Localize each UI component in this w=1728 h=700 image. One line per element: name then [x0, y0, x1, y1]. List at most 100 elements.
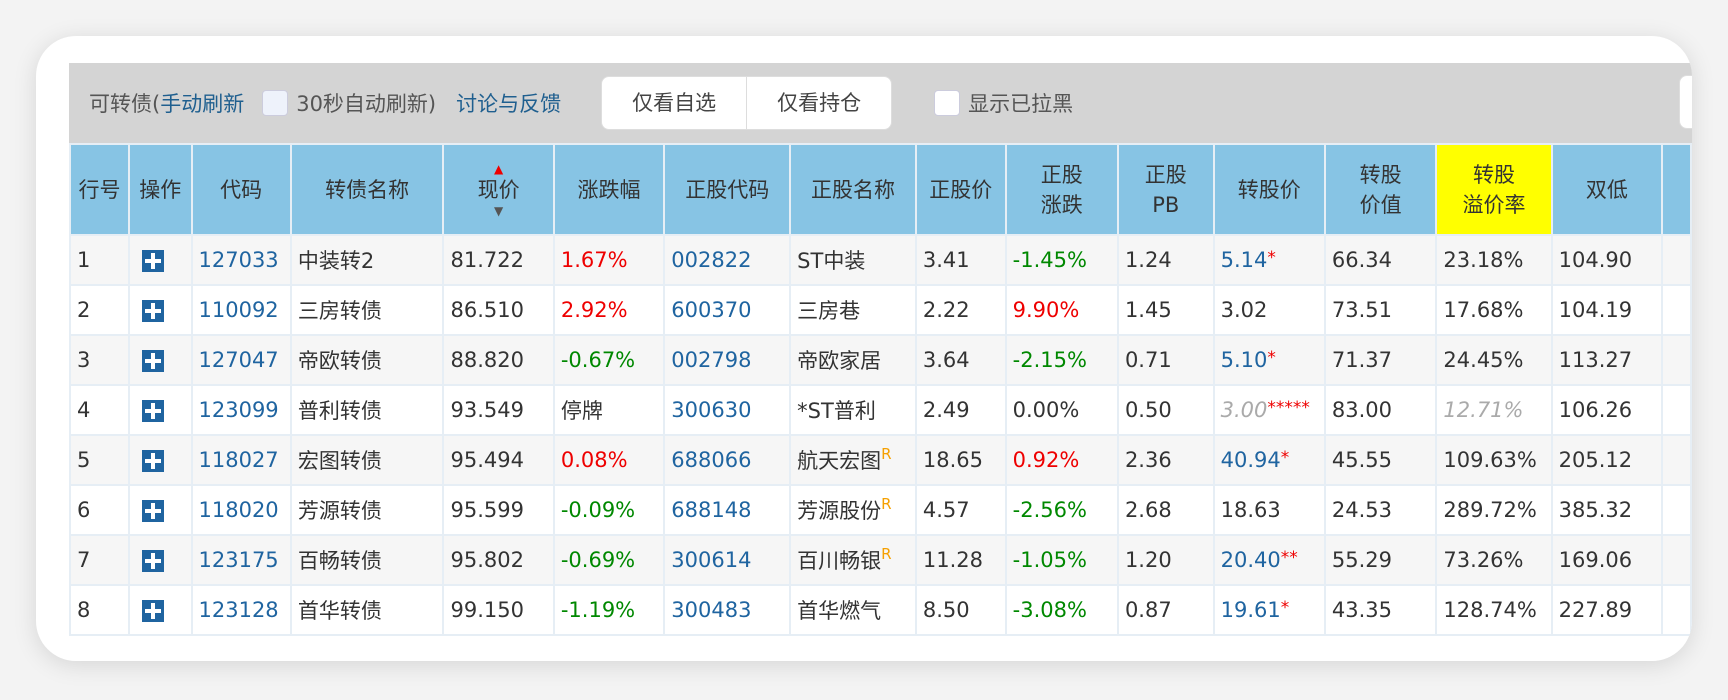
- change: -0.69%: [552, 534, 666, 586]
- stock-code-link[interactable]: 300630: [663, 384, 792, 436]
- add-button[interactable]: [127, 284, 193, 336]
- plus-icon: [141, 600, 164, 622]
- price: 88.820: [442, 334, 555, 386]
- bond-name: 芳源转债: [289, 484, 445, 536]
- bond-code-link[interactable]: 110092: [190, 284, 292, 336]
- col-stock-name[interactable]: 正股名称: [789, 143, 917, 236]
- conv-value: 43.35: [1323, 584, 1438, 636]
- add-button[interactable]: [127, 384, 193, 436]
- col-stock-code[interactable]: 正股代码: [663, 143, 792, 236]
- table-row[interactable]: 4 123099 普利转债 93.549 停牌 300630 *ST普利 2.4…: [69, 384, 1692, 436]
- stock-name: 百川畅银R: [789, 534, 917, 586]
- add-button[interactable]: [127, 434, 193, 486]
- stock-change: 0.00%: [1004, 384, 1119, 436]
- col-code[interactable]: 代码: [190, 143, 292, 236]
- stock-code-link[interactable]: 300483: [663, 584, 792, 636]
- double-low: 104.90: [1550, 234, 1664, 286]
- bond-code-link[interactable]: 123175: [190, 534, 292, 586]
- add-button[interactable]: [127, 334, 193, 386]
- col-stock-price[interactable]: 正股价: [914, 143, 1007, 236]
- header-row: 行号 操作 代码 转债名称 ▲ 现价 ▼ 涨跌幅 正股代码 正股名称 正股价 正股涨…: [69, 143, 1692, 236]
- star-mark: *: [1267, 248, 1276, 268]
- conv-value: 55.29: [1323, 534, 1438, 586]
- bond-name: 首华转债: [289, 584, 445, 636]
- stock-code-link[interactable]: 688066: [663, 434, 792, 486]
- bond-code-link[interactable]: 123099: [190, 384, 292, 436]
- change: 停牌: [552, 384, 666, 436]
- change: 1.67%: [552, 234, 666, 286]
- col-stock-pb[interactable]: 正股 PB: [1116, 143, 1215, 236]
- premium: 12.71%: [1435, 384, 1553, 436]
- stock-price: 8.50: [914, 584, 1007, 636]
- bond-code-link[interactable]: 118027: [190, 434, 292, 486]
- col-name[interactable]: 转债名称: [289, 143, 445, 236]
- stock-code-link[interactable]: 002798: [663, 334, 792, 386]
- stock-change: -2.15%: [1004, 334, 1119, 386]
- col-premium[interactable]: 转股 溢价率: [1435, 143, 1553, 236]
- table-row[interactable]: 8 123128 首华转债 99.150 -1.19% 300483 首华燃气 …: [69, 584, 1692, 636]
- premium: 109.63%: [1435, 434, 1553, 486]
- stock-change: -1.05%: [1004, 534, 1119, 586]
- show-blacklist-checkbox[interactable]: [934, 90, 961, 116]
- feedback-link[interactable]: 讨论与反馈: [456, 92, 562, 116]
- add-button[interactable]: [127, 534, 193, 586]
- stock-price: 18.65: [914, 434, 1007, 486]
- bond-name: 帝欧转债: [289, 334, 445, 386]
- manual-refresh-link[interactable]: 手动刷新: [160, 92, 245, 116]
- stock-price: 4.57: [914, 484, 1007, 536]
- truncated-cell: [1661, 384, 1692, 436]
- bond-code-link[interactable]: 127033: [190, 234, 292, 286]
- double-low: 205.12: [1550, 434, 1664, 486]
- col-conv-value[interactable]: 转股 价值: [1323, 143, 1438, 236]
- only-watchlist-button[interactable]: 仅看自选: [632, 91, 717, 115]
- stock-code-link[interactable]: 300614: [663, 534, 792, 586]
- table-row[interactable]: 2 110092 三房转债 86.510 2.92% 600370 三房巷 2.…: [69, 284, 1692, 336]
- table-row[interactable]: 3 127047 帝欧转债 88.820 -0.67% 002798 帝欧家居 …: [69, 334, 1692, 386]
- bond-code-link[interactable]: 118020: [190, 484, 292, 536]
- plus-icon: [141, 450, 164, 472]
- bond-table: 行号 操作 代码 转债名称 ▲ 现价 ▼ 涨跌幅 正股代码 正股名称 正股价 正股涨…: [69, 143, 1692, 636]
- col-change[interactable]: 涨跌幅: [552, 143, 666, 236]
- conv-price: 3.02: [1212, 284, 1326, 336]
- price: 95.802: [442, 534, 555, 586]
- change: -0.09%: [552, 484, 666, 536]
- premium: 23.18%: [1435, 234, 1553, 286]
- search-input[interactable]: [1679, 75, 1692, 129]
- conv-price: 3.00*****: [1212, 384, 1326, 436]
- price: 93.549: [442, 384, 555, 436]
- stock-code-link[interactable]: 600370: [663, 284, 792, 336]
- add-button[interactable]: [127, 484, 193, 536]
- bond-code-link[interactable]: 123128: [190, 584, 292, 636]
- col-stock-change[interactable]: 正股 涨跌: [1004, 143, 1119, 236]
- stock-code-link[interactable]: 688148: [663, 484, 792, 536]
- row-no: 7: [69, 534, 130, 586]
- stock-code-link[interactable]: 002822: [663, 234, 792, 286]
- col-double-low[interactable]: 双低: [1550, 143, 1664, 236]
- col-action: 操作: [127, 143, 193, 236]
- stock-change: -2.56%: [1004, 484, 1119, 536]
- table-row[interactable]: 7 123175 百畅转债 95.802 -0.69% 300614 百川畅银R…: [69, 534, 1692, 586]
- table-row[interactable]: 1 127033 中装转2 81.722 1.67% 002822 ST中装 3…: [69, 234, 1692, 286]
- col-row-no[interactable]: 行号: [69, 143, 130, 236]
- change: 2.92%: [552, 284, 666, 336]
- auto-refresh-checkbox[interactable]: [262, 90, 289, 116]
- only-holdings-button[interactable]: 仅看持仓: [746, 77, 891, 129]
- add-button[interactable]: [127, 584, 193, 636]
- add-button[interactable]: [127, 234, 193, 286]
- conv-value: 45.55: [1323, 434, 1438, 486]
- truncated-cell: [1661, 584, 1692, 636]
- stock-pb: 1.45: [1116, 284, 1215, 336]
- toolbar: 可转债(手动刷新 30秒自动刷新) 讨论与反馈 仅看自选 仅看持仓 显示已拉黑: [69, 63, 1692, 143]
- table-row[interactable]: 6 118020 芳源转债 95.599 -0.09% 688148 芳源股份R…: [69, 484, 1692, 536]
- col-price[interactable]: ▲ 现价 ▼: [442, 143, 555, 236]
- plus-icon: [141, 550, 164, 572]
- double-low: 169.06: [1550, 534, 1664, 586]
- table-row[interactable]: 5 118027 宏图转债 95.494 0.08% 688066 航天宏图R …: [69, 434, 1692, 486]
- row-no: 6: [69, 484, 130, 536]
- plus-icon: [141, 250, 164, 272]
- bond-code-link[interactable]: 127047: [190, 334, 292, 386]
- col-more: [1661, 143, 1692, 236]
- col-conv-price[interactable]: 转股价: [1212, 143, 1326, 236]
- conv-value: 24.53: [1323, 484, 1438, 536]
- r-badge: R: [881, 445, 892, 463]
